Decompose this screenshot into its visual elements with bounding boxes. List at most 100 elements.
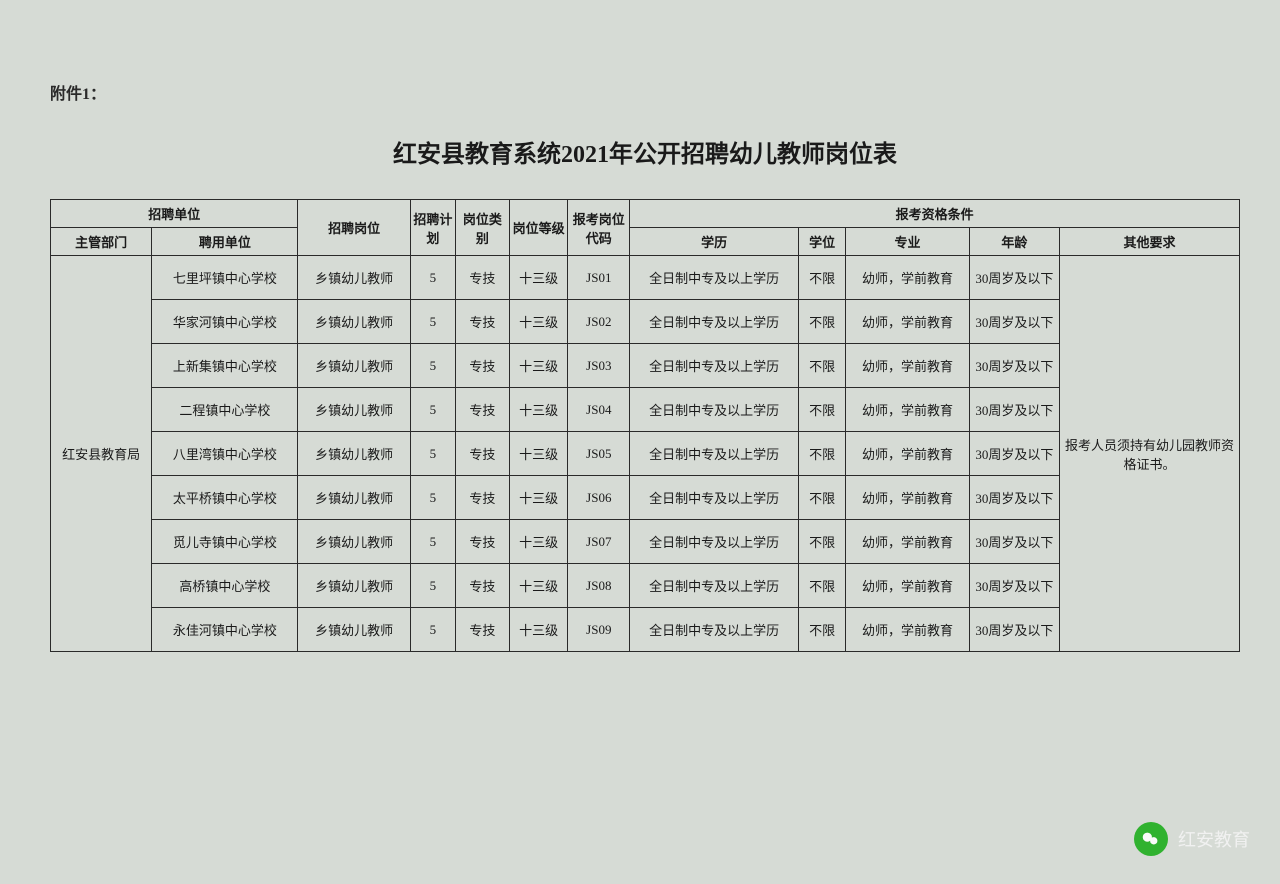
- cell-position: 乡镇幼儿教师: [298, 564, 410, 608]
- cell-major: 幼师，学前教育: [846, 256, 970, 300]
- cell-employer: 永佳河镇中心学校: [152, 608, 298, 652]
- cell-plan: 5: [410, 432, 455, 476]
- header-plan: 招聘计划: [410, 200, 455, 256]
- cell-code: JS06: [568, 476, 630, 520]
- cell-level: 十三级: [509, 520, 567, 564]
- cell-level: 十三级: [509, 476, 567, 520]
- cell-degree: 不限: [798, 344, 845, 388]
- cell-position: 乡镇幼儿教师: [298, 608, 410, 652]
- cell-employer: 七里坪镇中心学校: [152, 256, 298, 300]
- cell-plan: 5: [410, 256, 455, 300]
- header-position: 招聘岗位: [298, 200, 410, 256]
- cell-code: JS03: [568, 344, 630, 388]
- cell-degree: 不限: [798, 300, 845, 344]
- cell-position: 乡镇幼儿教师: [298, 476, 410, 520]
- watermark: 红安教育: [1134, 822, 1250, 856]
- cell-position: 乡镇幼儿教师: [298, 520, 410, 564]
- cell-age: 30周岁及以下: [969, 608, 1059, 652]
- cell-position: 乡镇幼儿教师: [298, 388, 410, 432]
- cell-degree: 不限: [798, 476, 845, 520]
- cell-education: 全日制中专及以上学历: [630, 432, 799, 476]
- cell-code: JS01: [568, 256, 630, 300]
- cell-level: 十三级: [509, 344, 567, 388]
- cell-education: 全日制中专及以上学历: [630, 300, 799, 344]
- header-recruit-unit: 招聘单位: [51, 200, 298, 228]
- table-header: 招聘单位 招聘岗位 招聘计划 岗位类别 岗位等级 报考岗位代码 报考资格条件 主…: [51, 200, 1240, 256]
- cell-code: JS04: [568, 388, 630, 432]
- cell-plan: 5: [410, 476, 455, 520]
- header-education: 学历: [630, 228, 799, 256]
- cell-degree: 不限: [798, 256, 845, 300]
- cell-plan: 5: [410, 608, 455, 652]
- cell-employer: 上新集镇中心学校: [152, 344, 298, 388]
- cell-major: 幼师，学前教育: [846, 388, 970, 432]
- cell-major: 幼师，学前教育: [846, 300, 970, 344]
- cell-plan: 5: [410, 388, 455, 432]
- header-supervisor: 主管部门: [51, 228, 152, 256]
- cell-age: 30周岁及以下: [969, 256, 1059, 300]
- attachment-label: 附件1：: [50, 80, 1240, 104]
- header-other: 其他要求: [1059, 228, 1239, 256]
- header-code: 报考岗位代码: [568, 200, 630, 256]
- cell-employer: 高桥镇中心学校: [152, 564, 298, 608]
- cell-education: 全日制中专及以上学历: [630, 388, 799, 432]
- cell-position: 乡镇幼儿教师: [298, 344, 410, 388]
- cell-code: JS02: [568, 300, 630, 344]
- recruitment-table: 招聘单位 招聘岗位 招聘计划 岗位类别 岗位等级 报考岗位代码 报考资格条件 主…: [50, 199, 1240, 652]
- header-degree: 学位: [798, 228, 845, 256]
- cell-degree: 不限: [798, 388, 845, 432]
- cell-degree: 不限: [798, 432, 845, 476]
- cell-position: 乡镇幼儿教师: [298, 256, 410, 300]
- cell-education: 全日制中专及以上学历: [630, 608, 799, 652]
- cell-code: JS05: [568, 432, 630, 476]
- document-title: 红安县教育系统2021年公开招聘幼儿教师岗位表: [50, 134, 1240, 169]
- cell-degree: 不限: [798, 608, 845, 652]
- cell-age: 30周岁及以下: [969, 476, 1059, 520]
- cell-code: JS08: [568, 564, 630, 608]
- cell-age: 30周岁及以下: [969, 432, 1059, 476]
- cell-education: 全日制中专及以上学历: [630, 564, 799, 608]
- cell-level: 十三级: [509, 608, 567, 652]
- cell-code: JS07: [568, 520, 630, 564]
- cell-major: 幼师，学前教育: [846, 476, 970, 520]
- cell-education: 全日制中专及以上学历: [630, 520, 799, 564]
- cell-degree: 不限: [798, 520, 845, 564]
- cell-level: 十三级: [509, 432, 567, 476]
- cell-degree: 不限: [798, 564, 845, 608]
- header-age: 年龄: [969, 228, 1059, 256]
- cell-education: 全日制中专及以上学历: [630, 476, 799, 520]
- cell-category: 专技: [455, 300, 509, 344]
- wechat-icon: [1134, 822, 1168, 856]
- cell-employer: 太平桥镇中心学校: [152, 476, 298, 520]
- table-body: 红安县教育局七里坪镇中心学校乡镇幼儿教师5专技十三级JS01全日制中专及以上学历…: [51, 256, 1240, 652]
- cell-major: 幼师，学前教育: [846, 344, 970, 388]
- header-level: 岗位等级: [509, 200, 567, 256]
- cell-category: 专技: [455, 608, 509, 652]
- cell-major: 幼师，学前教育: [846, 520, 970, 564]
- header-category: 岗位类别: [455, 200, 509, 256]
- cell-major: 幼师，学前教育: [846, 608, 970, 652]
- cell-plan: 5: [410, 344, 455, 388]
- cell-level: 十三级: [509, 300, 567, 344]
- cell-position: 乡镇幼儿教师: [298, 300, 410, 344]
- watermark-text: 红安教育: [1178, 826, 1250, 852]
- cell-education: 全日制中专及以上学历: [630, 256, 799, 300]
- cell-position: 乡镇幼儿教师: [298, 432, 410, 476]
- cell-employer: 八里湾镇中心学校: [152, 432, 298, 476]
- table-row: 红安县教育局七里坪镇中心学校乡镇幼儿教师5专技十三级JS01全日制中专及以上学历…: [51, 256, 1240, 300]
- cell-major: 幼师，学前教育: [846, 432, 970, 476]
- cell-employer: 二程镇中心学校: [152, 388, 298, 432]
- cell-age: 30周岁及以下: [969, 388, 1059, 432]
- cell-supervisor-dept: 红安县教育局: [51, 256, 152, 652]
- cell-category: 专技: [455, 388, 509, 432]
- header-major: 专业: [846, 228, 970, 256]
- cell-major: 幼师，学前教育: [846, 564, 970, 608]
- cell-category: 专技: [455, 432, 509, 476]
- cell-plan: 5: [410, 520, 455, 564]
- cell-age: 30周岁及以下: [969, 344, 1059, 388]
- cell-category: 专技: [455, 344, 509, 388]
- document-page: 附件1： 红安县教育系统2021年公开招聘幼儿教师岗位表 招聘单位 招聘岗位 招…: [0, 0, 1280, 884]
- cell-employer: 觅儿寺镇中心学校: [152, 520, 298, 564]
- cell-employer: 华家河镇中心学校: [152, 300, 298, 344]
- header-qualification: 报考资格条件: [630, 200, 1240, 228]
